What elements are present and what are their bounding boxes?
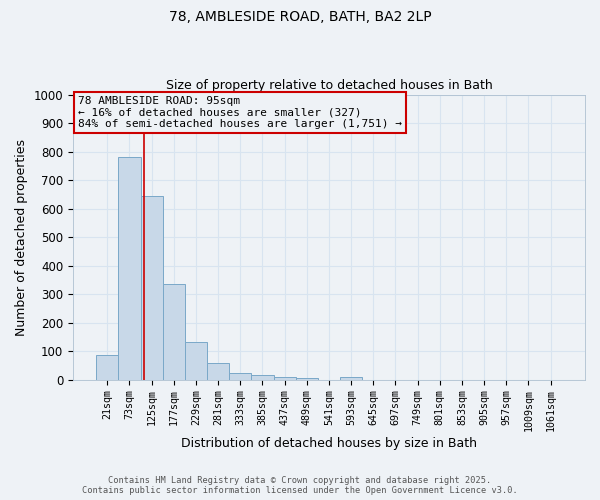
Text: Contains HM Land Registry data © Crown copyright and database right 2025.
Contai: Contains HM Land Registry data © Crown c… bbox=[82, 476, 518, 495]
Bar bbox=[185, 342, 207, 380]
Y-axis label: Number of detached properties: Number of detached properties bbox=[15, 138, 28, 336]
Bar bbox=[118, 158, 140, 380]
Bar bbox=[207, 364, 229, 380]
Bar bbox=[251, 374, 274, 380]
Text: 78 AMBLESIDE ROAD: 95sqm
← 16% of detached houses are smaller (327)
84% of semi-: 78 AMBLESIDE ROAD: 95sqm ← 16% of detach… bbox=[78, 96, 402, 129]
Bar bbox=[163, 284, 185, 380]
Title: Size of property relative to detached houses in Bath: Size of property relative to detached ho… bbox=[166, 79, 493, 92]
Bar bbox=[140, 196, 163, 380]
Bar bbox=[229, 373, 251, 380]
Bar bbox=[96, 356, 118, 380]
Bar bbox=[274, 377, 296, 380]
Text: 78, AMBLESIDE ROAD, BATH, BA2 2LP: 78, AMBLESIDE ROAD, BATH, BA2 2LP bbox=[169, 10, 431, 24]
Bar bbox=[340, 377, 362, 380]
X-axis label: Distribution of detached houses by size in Bath: Distribution of detached houses by size … bbox=[181, 437, 477, 450]
Bar bbox=[296, 378, 318, 380]
